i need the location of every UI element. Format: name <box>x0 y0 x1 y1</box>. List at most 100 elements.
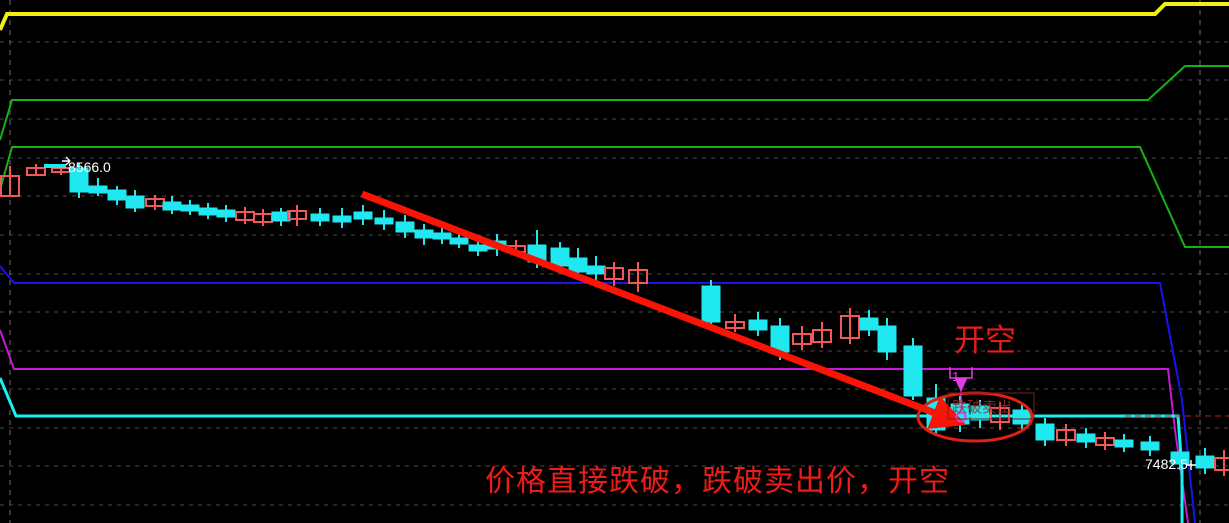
candle-body <box>69 167 89 193</box>
marker-down-arrow-icon <box>954 377 968 393</box>
lower-green-band <box>0 146 1229 248</box>
crosshair-icon <box>1186 460 1196 470</box>
price-tick-markers <box>44 156 1196 470</box>
candlestick[interactable] <box>432 226 452 244</box>
candlestick[interactable] <box>271 208 291 226</box>
candle-body <box>353 211 373 220</box>
candlestick[interactable] <box>877 318 897 360</box>
candle-body <box>1140 441 1160 451</box>
candle-body <box>1170 451 1190 465</box>
candlestick[interactable] <box>792 326 812 350</box>
candlestick[interactable] <box>628 262 648 292</box>
candle-body <box>374 217 394 225</box>
candle-body <box>990 407 1010 423</box>
upper-yellow-band <box>0 2 1229 31</box>
candlestick[interactable] <box>970 400 990 428</box>
candlestick[interactable] <box>812 322 832 348</box>
candlestick[interactable] <box>26 164 46 176</box>
candlestick[interactable] <box>125 190 145 212</box>
candlestick[interactable] <box>840 308 860 344</box>
order-annotation-box <box>947 392 1035 420</box>
candlestick[interactable] <box>395 215 415 238</box>
candlestick[interactable] <box>310 208 330 226</box>
candlestick[interactable] <box>1076 428 1096 448</box>
candlestick[interactable] <box>1056 424 1076 446</box>
candle-body <box>701 285 721 323</box>
candle-body <box>859 317 879 331</box>
candle-body <box>310 213 330 222</box>
candlestick[interactable] <box>990 402 1010 430</box>
candle-body <box>332 215 352 223</box>
candle-body <box>550 247 570 267</box>
candlestick[interactable] <box>1095 432 1115 450</box>
candlestick[interactable] <box>353 205 373 225</box>
candle-body <box>287 210 307 220</box>
candle-body <box>812 329 832 343</box>
marker-entry-dot-icon <box>955 411 967 423</box>
candle-body <box>1114 439 1134 448</box>
candlestick[interactable] <box>701 280 721 326</box>
candlestick[interactable] <box>1195 448 1215 474</box>
vertical-gridlines <box>9 0 1201 523</box>
candlestick[interactable] <box>216 205 236 222</box>
candlestick[interactable] <box>69 163 89 198</box>
candle-body <box>1095 437 1115 446</box>
candle-body <box>1012 409 1032 425</box>
candlestick[interactable] <box>748 312 768 336</box>
downtrend-line-stroke[interactable] <box>360 190 967 429</box>
upper-green-band <box>0 65 1229 141</box>
candle-body <box>468 244 488 252</box>
candle-body <box>1056 429 1076 441</box>
candle-body <box>1195 455 1215 469</box>
candlestick[interactable] <box>88 178 108 196</box>
candle-body <box>877 325 897 353</box>
candle-body <box>568 257 588 273</box>
candlestick[interactable] <box>1012 404 1032 430</box>
candle-body <box>88 185 108 194</box>
blue-band <box>0 265 1196 523</box>
candle-body <box>792 333 812 345</box>
candle-body <box>271 211 291 222</box>
candle-body <box>725 321 745 329</box>
candle-body <box>1076 433 1096 443</box>
candlestick[interactable] <box>604 262 624 286</box>
candle-body <box>449 237 469 245</box>
candle-body <box>840 315 860 339</box>
downtrend-line[interactable] <box>360 190 967 429</box>
candlestick[interactable] <box>725 314 745 332</box>
candlestick[interactable] <box>1114 434 1134 452</box>
candle-body <box>125 195 145 209</box>
candlestick[interactable] <box>1214 450 1229 476</box>
candle-body <box>107 189 127 201</box>
candlestick[interactable] <box>859 310 879 336</box>
candlestick[interactable] <box>1170 444 1190 470</box>
candle-body <box>1214 457 1229 471</box>
candlestick[interactable] <box>332 208 352 228</box>
candle-body <box>414 229 434 239</box>
candle-body <box>198 207 218 216</box>
candle-body <box>395 221 415 233</box>
candle-body <box>216 209 236 218</box>
candle-body <box>970 405 990 421</box>
price-pointer-icon <box>62 156 71 166</box>
candlestick[interactable] <box>903 338 923 400</box>
candle-body <box>162 201 182 211</box>
candle-body <box>604 267 624 280</box>
candle-body <box>748 319 768 331</box>
candle-body <box>628 269 648 284</box>
candle-body <box>586 265 606 275</box>
candlestick[interactable] <box>287 205 307 226</box>
candlestick[interactable] <box>107 186 127 205</box>
candlestick[interactable] <box>0 166 20 197</box>
sell-signal-marker[interactable] <box>947 367 1035 423</box>
candle-body <box>903 345 923 397</box>
candlestick[interactable] <box>1035 418 1055 446</box>
candle-body <box>26 167 46 176</box>
candlestick[interactable] <box>374 210 394 230</box>
candlestick[interactable] <box>1140 436 1160 456</box>
candle-body <box>0 175 20 197</box>
candle-body <box>432 232 452 240</box>
